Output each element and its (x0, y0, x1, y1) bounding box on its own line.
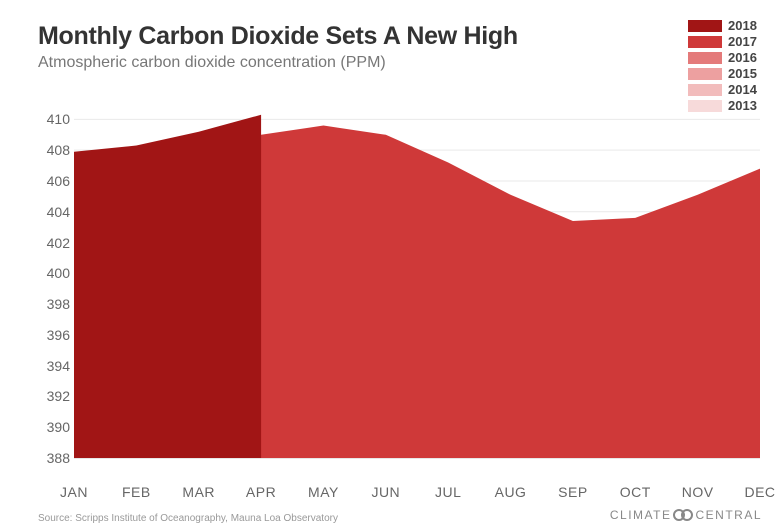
x-tick-label: JUL (435, 484, 461, 500)
legend-row-2017: 2017 (688, 34, 762, 50)
y-tick-label: 410 (40, 111, 70, 127)
chart-frame: Monthly Carbon Dioxide Sets A New High A… (0, 0, 784, 532)
legend-label-2014: 2014 (728, 82, 762, 98)
legend-row-2016: 2016 (688, 50, 762, 66)
legend-label-2016: 2016 (728, 50, 762, 66)
legend-label-2018: 2018 (728, 18, 762, 34)
legend-swatch-2017 (688, 36, 722, 48)
logo-text-right: CENTRAL (695, 508, 762, 522)
legend-swatch-2016 (688, 52, 722, 64)
legend-label-2017: 2017 (728, 34, 762, 50)
y-tick-label: 402 (40, 235, 70, 251)
logo-text-left: CLIMATE (610, 508, 672, 522)
y-tick-label: 388 (40, 450, 70, 466)
chart-title: Monthly Carbon Dioxide Sets A New High (38, 22, 518, 51)
x-tick-label: MAR (182, 484, 215, 500)
x-tick-label: DEC (744, 484, 775, 500)
y-tick-label: 398 (40, 296, 70, 312)
area-chart-svg (38, 100, 762, 480)
y-tick-label: 394 (40, 358, 70, 374)
legend-row-2015: 2015 (688, 66, 762, 82)
legend-row-2014: 2014 (688, 82, 762, 98)
y-tick-label: 406 (40, 173, 70, 189)
plot-area: 388390392394396398400402404406408410JANF… (38, 100, 762, 480)
legend-swatch-2014 (688, 84, 722, 96)
y-tick-label: 392 (40, 388, 70, 404)
legend-swatch-2015 (688, 68, 722, 80)
y-tick-label: 400 (40, 265, 70, 281)
logo-mark-icon (675, 509, 691, 521)
x-tick-label: JUN (371, 484, 400, 500)
y-tick-label: 404 (40, 204, 70, 220)
y-tick-label: 408 (40, 142, 70, 158)
legend-row-2018: 2018 (688, 18, 762, 34)
legend-label-2015: 2015 (728, 66, 762, 82)
chart-subtitle: Atmospheric carbon dioxide concentration… (38, 54, 386, 72)
source-note: Source: Scripps Institute of Oceanograph… (38, 513, 338, 524)
x-tick-label: SEP (558, 484, 588, 500)
x-tick-label: APR (246, 484, 276, 500)
x-tick-label: FEB (122, 484, 151, 500)
x-tick-label: AUG (495, 484, 527, 500)
climate-central-logo: CLIMATE CENTRAL (610, 508, 762, 522)
y-tick-label: 396 (40, 327, 70, 343)
y-tick-label: 390 (40, 419, 70, 435)
legend-swatch-2018 (688, 20, 722, 32)
x-tick-label: NOV (682, 484, 714, 500)
area-series-2018 (74, 115, 261, 458)
x-tick-label: JAN (60, 484, 88, 500)
x-tick-label: OCT (620, 484, 651, 500)
x-tick-label: MAY (308, 484, 339, 500)
